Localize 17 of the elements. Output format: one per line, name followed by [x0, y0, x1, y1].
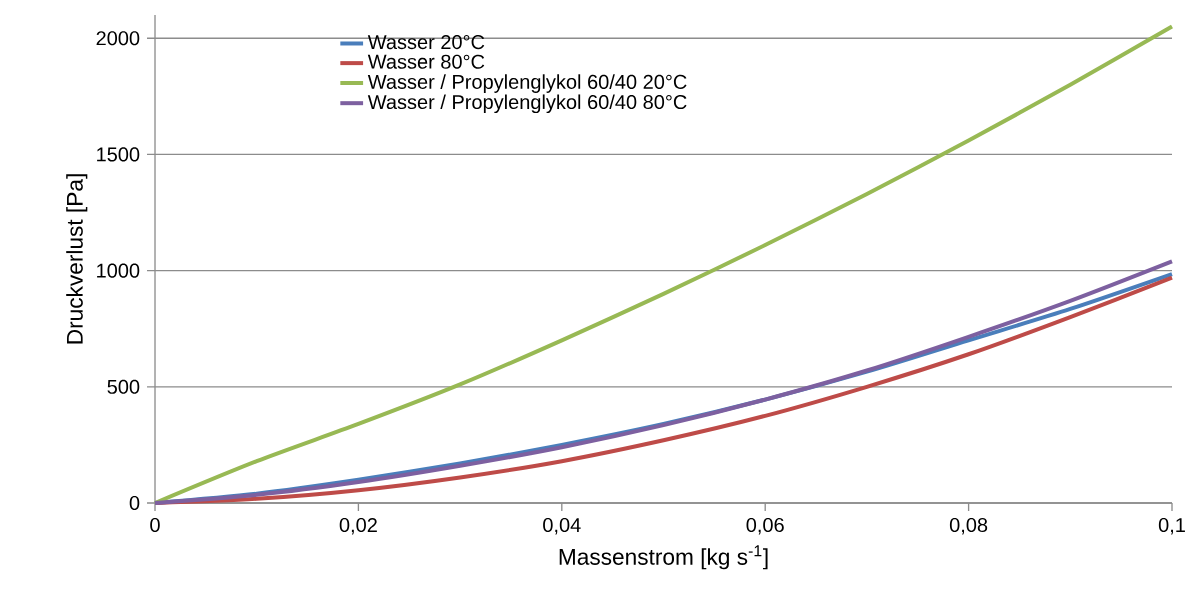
legend-label: Wasser 20°C [367, 35, 485, 50]
legend-label: Wasser / Propylenglykol 60/40 20°C [367, 74, 687, 93]
x-axis-title: Massenstrom [kg s$^{-1}$] [559, 545, 768, 570]
y-tick-label: 1000 [97, 263, 140, 278]
legend-label: Wasser / Propylenglykol 60/40 80°C [367, 94, 687, 114]
y-tick-label: 2000 [96, 31, 140, 46]
x-tick-label: 0,02 [339, 517, 377, 535]
x-tick-label: 0,06 [746, 517, 784, 535]
y-tick-label: 1500 [97, 147, 140, 162]
x-tick-label: 0,04 [543, 517, 581, 535]
y-tick-label: 0 [129, 495, 140, 511]
y-tick-label: 500 [107, 379, 140, 394]
y-axis-title: Druckverlust [Pa] [66, 174, 88, 344]
x-tick-label: 0 [150, 517, 160, 533]
x-tick-label: 0,1 [1158, 517, 1185, 535]
legend-label: Wasser 80°C [367, 54, 485, 69]
x-tick-label: 0,08 [949, 517, 988, 535]
